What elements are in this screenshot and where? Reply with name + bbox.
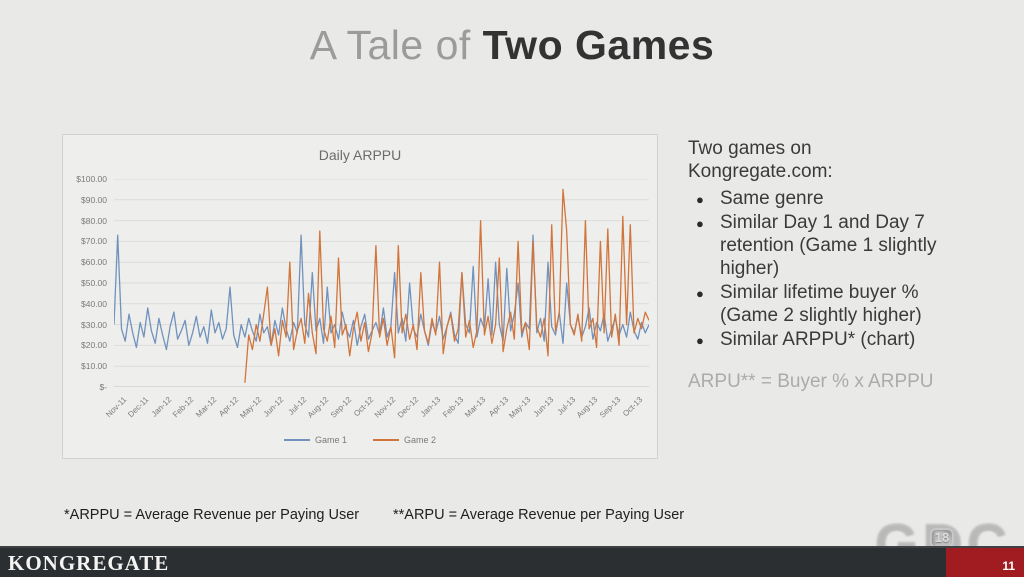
legend-item-game2: Game 2 [373,435,436,445]
slide-title-light: A Tale of [309,22,483,68]
arpu-formula-note: ARPU** = Buyer % x ARPPU [688,371,934,392]
kongregate-logo: KONGREGATE [8,551,170,575]
y-tick-label: $80.00 [81,215,107,226]
legend-item-game1: Game 1 [283,435,347,445]
chart-title: Daily ARPPU [318,147,402,163]
chart-plot-area [114,179,649,387]
y-tick-label: $20.00 [81,340,107,351]
bullet-same-genre: Same genre [688,187,950,211]
bullet-buyer-percent: Similar lifetime buyer % (Game 2 slightl… [688,281,950,327]
page-number: 11 [1002,559,1015,573]
legend-label-game2: Game 2 [404,435,437,445]
y-tick-label: $10.00 [81,361,107,372]
y-tick-label: $50.00 [81,278,107,288]
bullet-retention: Similar Day 1 and Day 7 retention (Game … [688,211,950,280]
y-tick-label: $70.00 [81,236,107,247]
intro-text: Two games on Kongregate.com: [688,138,833,182]
chart-legend: Game 1 Game 2 [63,435,657,445]
bullet-list: Same genre Similar Day 1 and Day 7 reten… [688,187,950,352]
chart-y-axis: $100.00 $90.00 $80.00 $70.00 $60.00 $50.00 $40… [63,135,110,458]
y-tick-label: $90.00 [81,194,107,205]
y-tick-label: $30.00 [81,319,107,330]
y-tick-label: $100.00 [76,174,107,184]
series-line-game-2 [244,188,649,383]
y-tick-label: $- [99,382,107,392]
gdc-18-badge: 18 [929,528,955,548]
footnote-arpu: **ARPU = Average Revenue per Paying User [393,507,685,523]
y-tick-label: $60.00 [81,257,107,268]
bullet-arppu: Similar ARPPU* (chart) [688,328,950,352]
game2-line-swatch [373,439,399,441]
series-line-game-1 [114,234,649,351]
legend-label-game1: Game 1 [314,435,347,445]
daily-arppu-chart: Daily ARPPU $100.00 $90.00 $80.00 $70.00 $60… [62,134,658,459]
slide-title: A Tale of Two Games [0,22,1024,69]
page-number-box: 11 [946,548,1024,577]
game1-line-swatch [283,439,310,441]
right-text-panel: Two games on Kongregate.com: Same genre … [688,137,1008,352]
footnote-arppu: *ARPPU = Average Revenue per Paying User [64,507,360,523]
footer-bar: KONGREGATE 11 [0,546,1024,577]
y-tick-label: $40.00 [81,298,107,309]
slide-title-bold: Two Games [482,22,715,68]
